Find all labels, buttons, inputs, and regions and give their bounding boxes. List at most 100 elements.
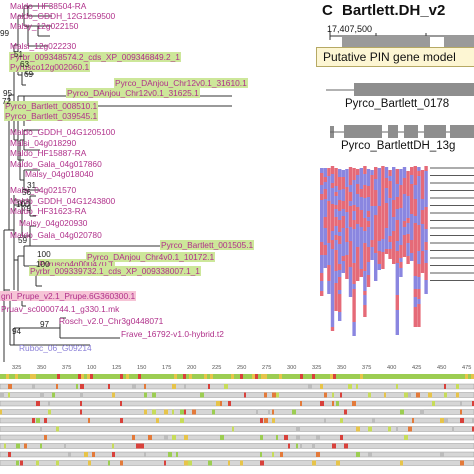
read-segment xyxy=(399,177,403,185)
read-segment xyxy=(410,229,414,240)
conservation-bar xyxy=(327,374,330,379)
conservation-bar xyxy=(300,374,303,379)
conservation-bar xyxy=(354,374,357,379)
conservation-bar xyxy=(102,374,105,379)
conservation-bar xyxy=(105,374,108,379)
residue-mark xyxy=(300,401,302,406)
read-segment xyxy=(334,235,338,240)
read-segment xyxy=(348,172,353,185)
conservation-bar xyxy=(393,374,396,379)
conservation-bar xyxy=(378,374,381,379)
read-segment xyxy=(395,169,399,179)
read-segment xyxy=(410,240,414,253)
conservation-bar xyxy=(297,374,300,379)
read-segment xyxy=(420,224,425,236)
residue-mark xyxy=(272,418,275,423)
read-segment xyxy=(413,223,417,229)
read-segment xyxy=(388,242,392,249)
read-segment xyxy=(334,271,338,283)
read-segment xyxy=(417,251,421,264)
alignment-position-label: 275 xyxy=(262,365,272,371)
read-segment xyxy=(395,283,399,295)
read-segment xyxy=(413,237,417,246)
read-segment xyxy=(352,259,356,263)
alignment-row xyxy=(0,417,474,424)
residue-mark xyxy=(80,392,83,398)
conservation-bar xyxy=(279,374,282,379)
read-segment xyxy=(388,249,392,259)
residue-mark xyxy=(56,426,59,432)
read-segment xyxy=(417,176,421,180)
residue-mark xyxy=(344,443,348,449)
read-segment xyxy=(406,196,410,209)
read-segment xyxy=(338,169,342,177)
read-segment xyxy=(377,210,381,217)
conservation-bar xyxy=(357,374,360,379)
conservation-bar xyxy=(471,374,474,379)
tree-leaf: Malsy_12g022150 xyxy=(10,21,79,31)
residue-mark xyxy=(308,384,312,389)
read-segment xyxy=(334,217,338,226)
residue-mark xyxy=(296,426,300,432)
read-segment xyxy=(370,175,374,184)
read-segment xyxy=(413,229,417,237)
residue-mark xyxy=(88,460,91,466)
read-segment xyxy=(388,170,392,176)
conservation-bar xyxy=(117,374,120,379)
read-segment xyxy=(345,224,349,228)
read-segment xyxy=(370,184,374,193)
residue-mark xyxy=(112,443,114,449)
read-segment xyxy=(330,279,335,285)
conservation-bar xyxy=(429,374,432,379)
read-segment xyxy=(323,182,327,189)
residue-mark xyxy=(208,384,210,389)
tree-leaf: Ruboc_06_G09214 xyxy=(19,343,92,353)
residue-mark xyxy=(36,401,40,406)
read-segment xyxy=(345,176,349,187)
residue-mark xyxy=(216,401,220,406)
read-segment xyxy=(384,220,389,228)
residue-mark xyxy=(264,418,268,423)
residue-mark xyxy=(32,384,35,389)
residue-mark xyxy=(40,426,42,432)
alignment-rows xyxy=(0,374,474,466)
conservation-bar xyxy=(276,374,279,379)
tree-leaf: Rosch_v2.0_Chr3g0448071 xyxy=(59,316,164,326)
conservation-bar xyxy=(60,374,63,379)
residue-mark xyxy=(164,409,168,415)
conservation-bar xyxy=(408,374,411,379)
read-segment xyxy=(395,310,399,323)
read-segment xyxy=(377,241,381,251)
read-segment xyxy=(417,293,421,299)
read-segment xyxy=(406,182,410,186)
conservation-bar xyxy=(342,374,345,379)
residue-mark xyxy=(56,460,59,466)
conservation-bar xyxy=(243,374,246,379)
residue-mark xyxy=(80,409,82,415)
read-segment xyxy=(406,171,410,182)
conservation-bar xyxy=(420,374,423,379)
read-segment xyxy=(388,236,392,242)
alignment-position-label: 450 xyxy=(437,365,447,371)
read-segment xyxy=(327,219,331,232)
read-segment xyxy=(330,166,335,174)
read-segment xyxy=(395,274,399,283)
read-segment xyxy=(327,201,331,207)
read-segment xyxy=(341,241,345,249)
read-segment xyxy=(413,276,417,289)
residue-mark xyxy=(52,392,55,398)
read-segment xyxy=(402,194,407,200)
conservation-bar xyxy=(213,374,216,379)
residue-mark xyxy=(388,426,391,432)
read-segment xyxy=(352,237,356,241)
bootstrap-value: 94 xyxy=(12,327,22,336)
read-segment xyxy=(381,199,385,208)
read-segment xyxy=(424,285,428,294)
residue-mark xyxy=(404,435,408,440)
residue-mark xyxy=(144,392,147,398)
residue-mark xyxy=(8,452,11,457)
read-segment xyxy=(363,198,367,211)
read-segment xyxy=(334,226,338,235)
conservation-bar xyxy=(84,374,87,379)
read-segment xyxy=(381,256,385,269)
